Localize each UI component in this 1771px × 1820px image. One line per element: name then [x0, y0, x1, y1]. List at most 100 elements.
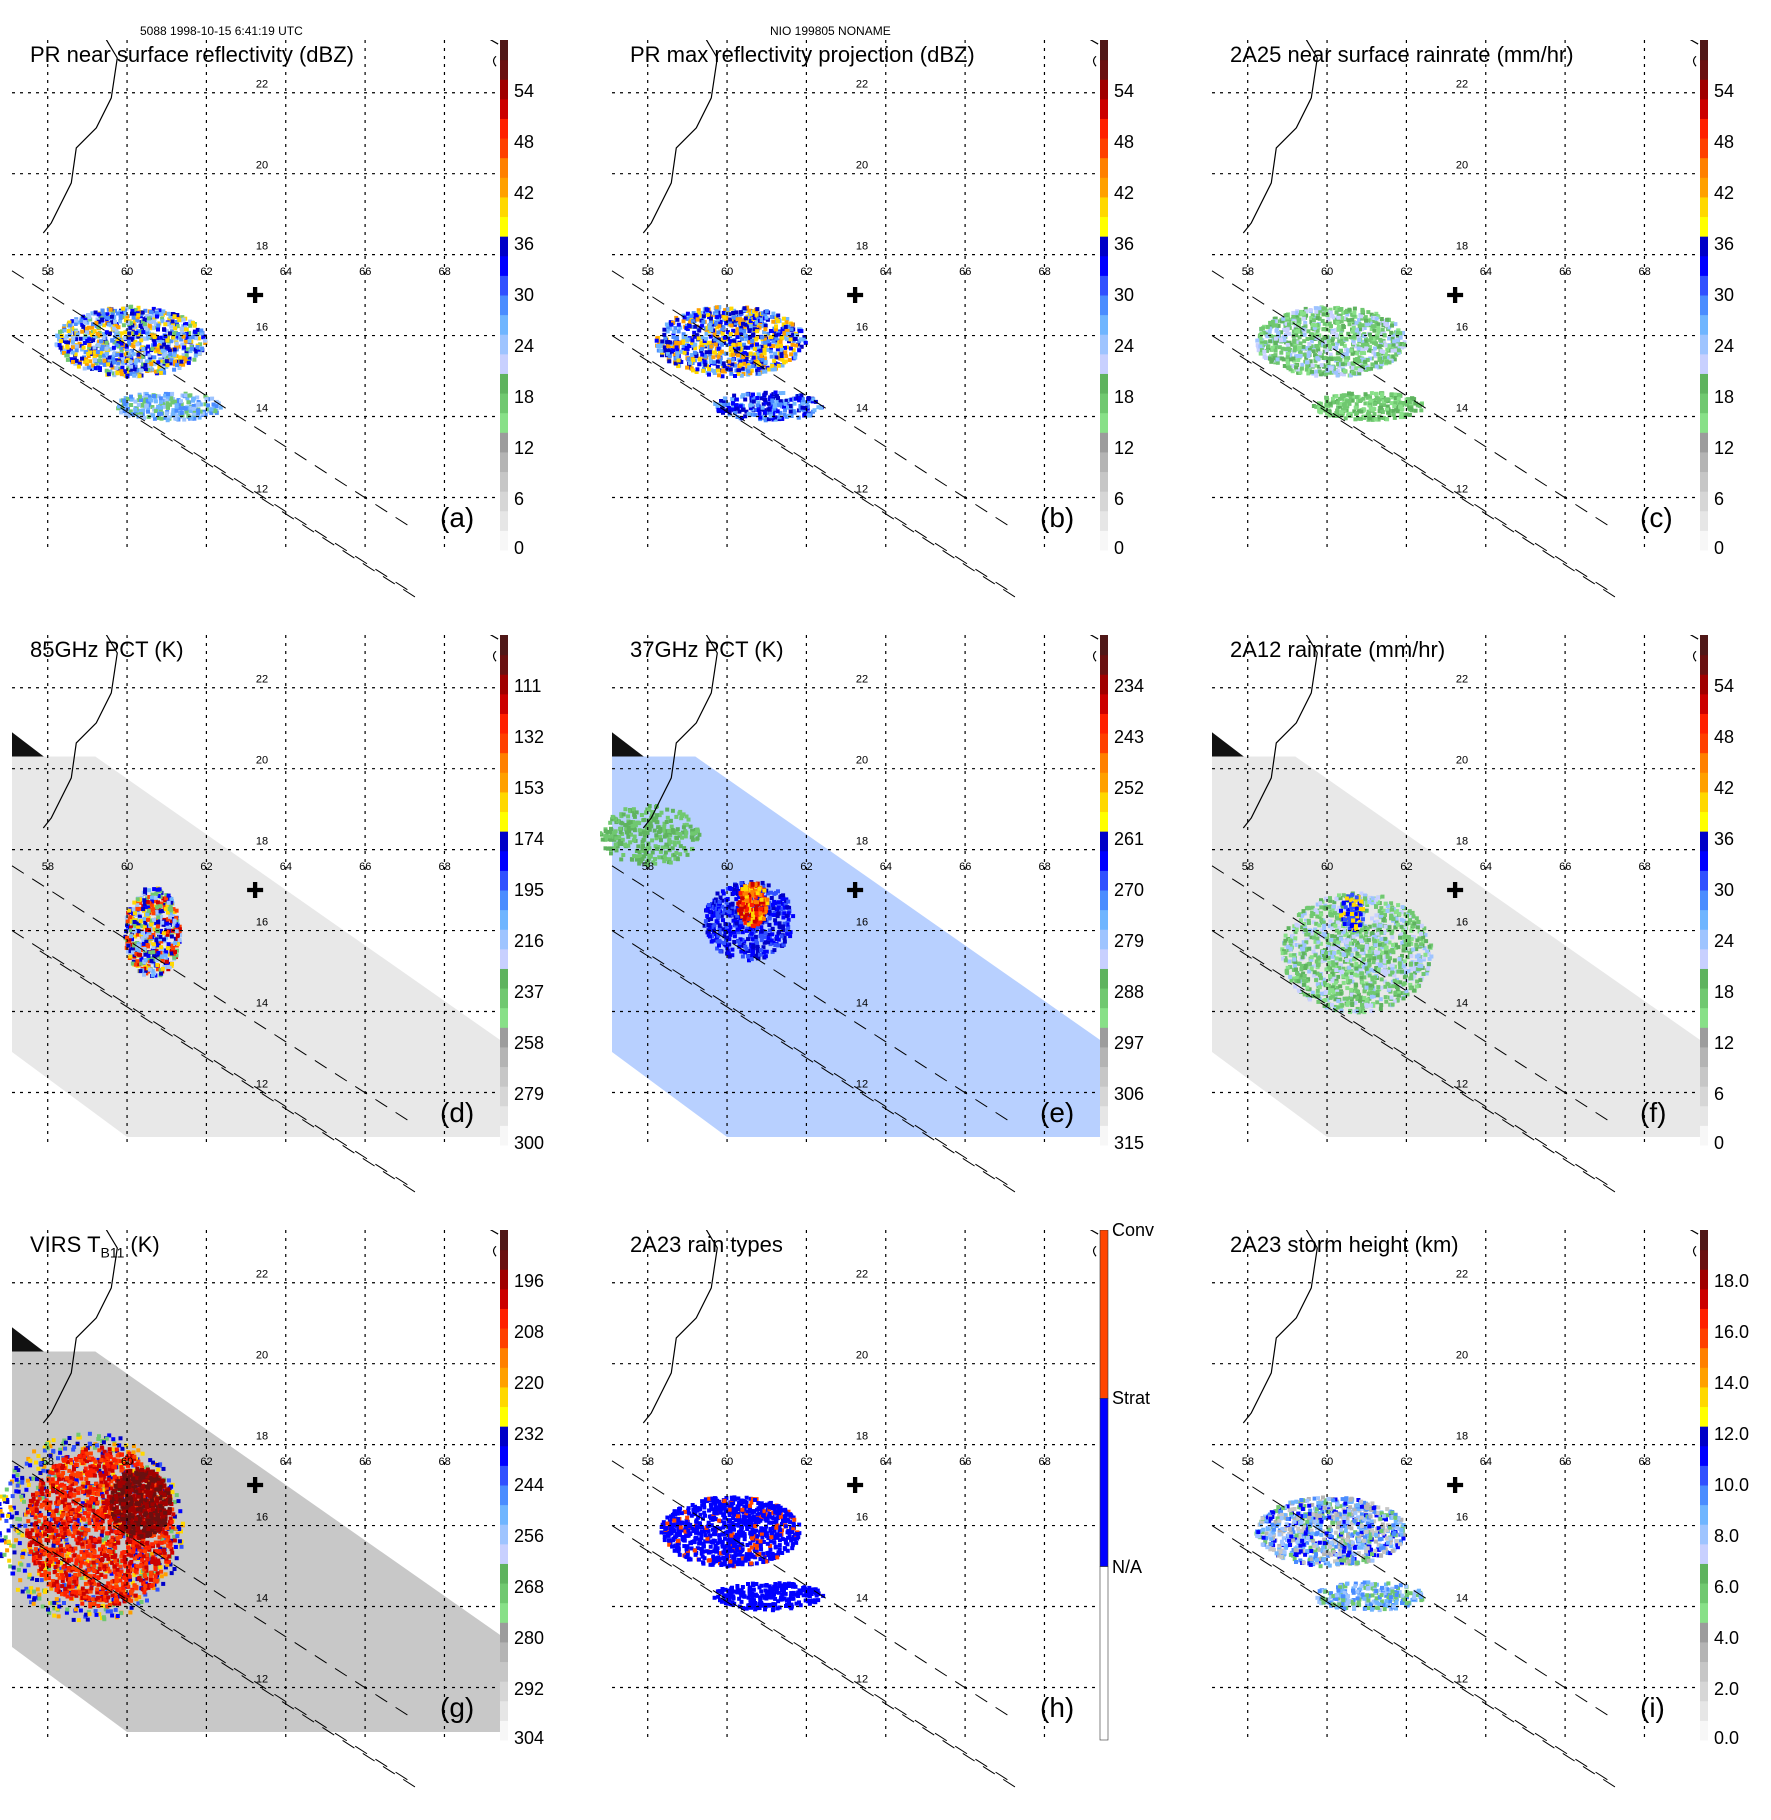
data-pixel [677, 323, 681, 327]
data-pixel [133, 400, 137, 404]
lon-tick-label: 64 [280, 861, 292, 873]
colorbar-segment [500, 452, 508, 472]
data-pixel [71, 345, 75, 349]
colorbar-segment [500, 236, 508, 256]
data-pixel [746, 937, 750, 941]
data-pixel [105, 330, 109, 334]
data-pixel [783, 940, 787, 944]
data-pixel [175, 909, 179, 913]
colorbar-segment [500, 772, 508, 792]
data-pixel [693, 343, 697, 347]
data-pixel [716, 408, 720, 412]
data-pixel [781, 916, 785, 920]
data-pixel [732, 891, 736, 895]
data-pixel [137, 953, 141, 957]
data-pixel [1313, 323, 1317, 327]
data-pixel [175, 409, 179, 413]
data-pixel [1352, 326, 1356, 330]
data-pixel [58, 330, 62, 334]
data-pixel [761, 881, 765, 885]
data-pixel [791, 914, 795, 918]
data-pixel [1330, 314, 1334, 318]
colorbar-segment [1100, 472, 1108, 492]
colorbar-tick-label: 54 [514, 81, 534, 102]
colorbar-tick-label: 18 [514, 387, 534, 408]
swath-edge-line [12, 336, 409, 591]
lon-tick-label: 60 [1321, 266, 1333, 278]
data-pixel [1392, 404, 1396, 408]
colorbar-segment [500, 949, 508, 969]
data-pixel [1357, 338, 1361, 342]
colorbar-segment [500, 694, 508, 714]
data-pixel [170, 935, 174, 939]
data-pixel [701, 320, 705, 324]
data-pixel [707, 373, 711, 377]
data-pixel [167, 894, 171, 898]
data-pixel [758, 920, 762, 924]
data-pixel [755, 396, 759, 400]
lon-tick-label: 64 [880, 266, 892, 278]
colorbar-segment [1700, 236, 1708, 256]
data-pixel [762, 917, 766, 921]
data-pixel [703, 363, 707, 367]
data-pixel [1359, 410, 1363, 414]
data-pixel [146, 900, 150, 904]
data-pixel [143, 890, 147, 894]
data-pixel [717, 355, 721, 359]
data-pixel [1365, 322, 1369, 326]
data-pixel [1271, 320, 1275, 324]
data-pixel [133, 920, 137, 924]
data-pixel [739, 891, 743, 895]
data-pixel [1339, 307, 1343, 311]
data-pixel [1335, 311, 1339, 315]
data-pixel [135, 907, 139, 911]
data-pixel [776, 314, 780, 318]
data-pixel [735, 331, 739, 335]
colorbar-tick-label: 30 [1114, 285, 1134, 306]
colorbar-tick-label: 24 [514, 336, 534, 357]
data-pixel [191, 335, 195, 339]
lon-tick-label: 62 [200, 266, 212, 278]
colorbar-tick-label: 18 [1114, 387, 1134, 408]
data-pixel [1376, 322, 1380, 326]
data-pixel [717, 944, 721, 948]
lon-tick-label: 66 [1559, 266, 1571, 278]
colorbar-segment [500, 674, 508, 694]
data-pixel [1398, 405, 1402, 409]
data-pixel [200, 347, 204, 351]
data-pixel [1361, 309, 1365, 313]
data-pixel [1293, 348, 1297, 352]
data-pixel [190, 347, 194, 351]
data-pixel [85, 359, 89, 363]
data-pixel [167, 901, 171, 905]
data-pixel [172, 353, 176, 357]
data-pixel [147, 888, 151, 892]
data-pixel [777, 900, 781, 904]
data-pixel [748, 404, 752, 408]
data-pixel [1358, 399, 1362, 403]
data-pixel [755, 900, 759, 904]
data-pixel [182, 346, 186, 350]
colorbar-segment [1100, 79, 1108, 99]
data-pixel [759, 349, 763, 353]
data-pixel [165, 960, 169, 964]
data-pixel [794, 337, 798, 341]
data-pixel [1329, 366, 1333, 370]
data-pixel [105, 341, 109, 345]
data-pixel [134, 331, 138, 335]
data-pixel [697, 336, 701, 340]
colorbar-segment [500, 890, 508, 910]
colorbar-segment [500, 511, 508, 531]
colorbar-tick-label: 111 [514, 676, 541, 697]
colorbar-segment [500, 158, 508, 178]
data-pixel [1334, 371, 1338, 375]
data-pixel [730, 948, 734, 952]
data-pixel [1265, 334, 1269, 338]
data-pixel [1300, 367, 1304, 371]
colorbar-tick-label: 54 [1714, 81, 1734, 102]
lon-tick-label: 58 [1242, 266, 1254, 278]
data-pixel [159, 406, 163, 410]
data-pixel [750, 890, 754, 894]
data-pixel [1259, 337, 1263, 341]
